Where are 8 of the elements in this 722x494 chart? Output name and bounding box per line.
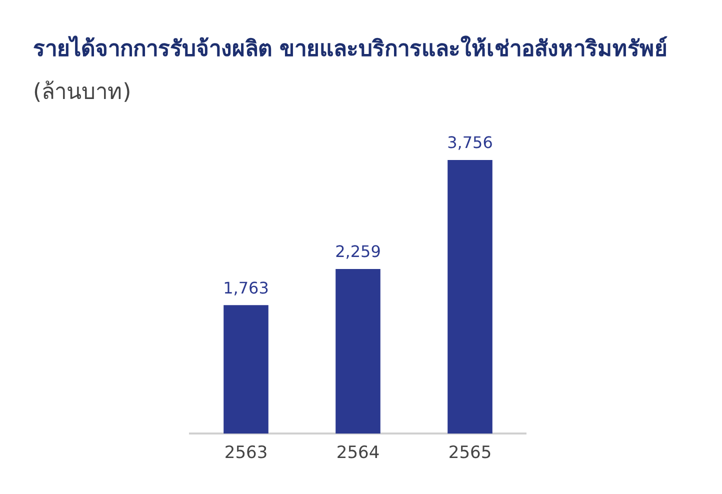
data-label: 2,259 [335,242,381,262]
data-label: 3,756 [447,133,493,152]
x-tick-label: 2564 [336,443,380,464]
x-tick-label: 2565 [448,443,492,464]
x-tick-label: 2563 [224,443,268,464]
chart-title: รายได้จากการรับจ้างผลิต ขายและบริการและให้เช่าอสังหาริมทรัพย์ [33,37,668,62]
data-label: 1,763 [223,278,269,298]
y-axis-title: (ล้านบาท) [33,80,132,105]
